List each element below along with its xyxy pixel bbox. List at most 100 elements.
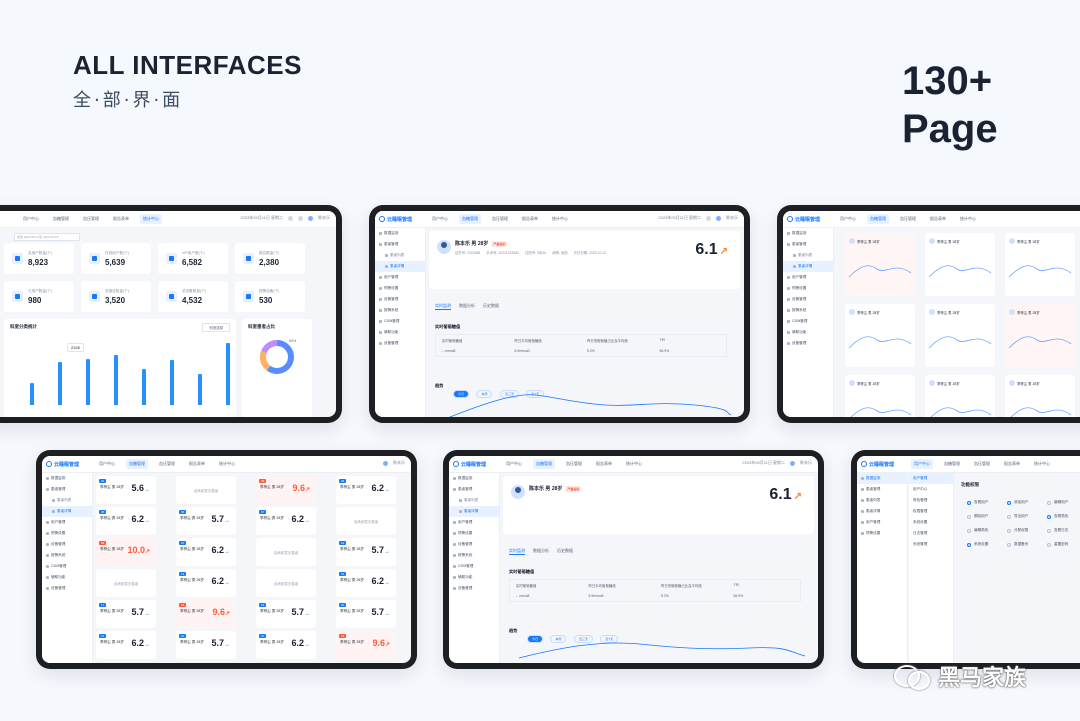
sidebar-item[interactable]: 报警系统 [42,550,92,561]
user-name[interactable]: 陈末乐 [726,215,738,220]
sidebar-item[interactable]: CDM管理 [783,316,833,327]
nav-item-active[interactable]: 血糖管理 [867,214,889,224]
nav-item[interactable]: 报告表单 [930,216,946,221]
mini-chart-card[interactable]: 李梓尘 男 28岁 [1005,304,1075,367]
radio-icon[interactable] [967,500,971,505]
sidebar-item[interactable]: 预警设置 [857,528,907,539]
nav-item[interactable]: 报告表单 [113,216,129,221]
nav-item[interactable]: 报告表单 [1004,461,1020,466]
bed-card[interactable]: 03 李梓尘 男 28岁 9.6↗ [256,476,316,504]
bed-card[interactable]: 24 李梓尘 男 28岁 9.6↗ [336,631,396,659]
sidebar-item[interactable]: 用户管理 [857,517,907,528]
permission-menu-item[interactable]: 日志管理 [909,528,953,539]
pill-today[interactable]: 今日 [527,635,544,643]
permission-option[interactable]: 查看角色 [1047,514,1068,519]
permission-menu-item[interactable]: 系统设置 [909,517,953,528]
permission-menu-item[interactable]: 权限管理 [909,506,953,517]
nav-item[interactable]: 血压管理 [974,461,990,466]
radio-icon[interactable] [1047,500,1051,505]
pill-week[interactable]: 本周 [476,390,493,398]
sidebar-item[interactable]: 患者详情 [857,506,907,517]
sidebar-item[interactable]: 辅助功能 [783,327,833,338]
sidebar-item[interactable]: 预警设置 [783,283,833,294]
permission-option[interactable]: 编辑角色 [967,528,988,533]
bed-card[interactable]: 06 李梓尘 男 28岁 5.7→ [176,507,236,535]
nav-item[interactable]: 用户中心 [506,461,522,466]
tab-realtime[interactable]: 实时监测 [435,303,451,310]
nav-item[interactable]: 用户中心 [99,461,115,466]
tab-realtime[interactable]: 实时监测 [509,548,525,555]
sidebar-item[interactable]: 用户管理 [449,517,499,528]
bed-card[interactable]: 该病床暂无患者 [256,569,316,597]
sidebar-item[interactable]: 用户管理 [42,517,92,528]
bed-card[interactable]: 16 李梓尘 男 28岁 6.2→ [336,569,396,597]
permission-menu-item[interactable]: 用户中心 [909,484,953,495]
bed-card[interactable]: 18 李梓尘 男 28岁 9.6↗ [176,600,236,628]
tab-history[interactable]: 历史数据 [483,303,499,308]
radio-icon[interactable] [1047,514,1051,519]
nav-item[interactable]: 报告表单 [189,461,205,466]
mini-chart-card[interactable]: 李梓尘 男 28岁 [1005,375,1075,417]
radio-icon[interactable] [967,528,971,533]
sidebar-item[interactable]: 预警设置 [42,528,92,539]
permission-menu-item[interactable]: 用户管理 [909,473,953,484]
nav-item-active[interactable]: 血糖管理 [459,214,481,224]
nav-item[interactable]: 血压管理 [566,461,582,466]
mini-chart-card[interactable]: 李梓尘 男 28岁 [925,375,995,417]
radio-icon[interactable] [1007,500,1011,505]
nav-item-active[interactable]: 血糖管理 [126,459,148,469]
sidebar-item[interactable]: 设备管理 [783,294,833,305]
permission-option[interactable]: 数据备份 [1007,542,1028,547]
bell-icon[interactable] [706,215,711,221]
avatar[interactable] [790,460,795,466]
bed-card[interactable]: 14 李梓尘 男 28岁 6.2→ [176,569,236,597]
nav-item[interactable]: 血糖管理 [53,216,69,221]
nav-item[interactable]: 统计中心 [1034,461,1050,466]
sidebar-item[interactable]: 患者列表 [449,495,499,506]
bed-card[interactable]: 07 李梓尘 男 28岁 6.2→ [256,507,316,535]
permission-menu-item[interactable]: 系统管理 [909,539,953,550]
sidebar-item[interactable]: 设备管理 [449,539,499,550]
sidebar-item[interactable]: 预警设置 [375,283,425,294]
permission-option[interactable]: 查看日志 [1047,528,1068,533]
nav-item[interactable]: 血压管理 [159,461,175,466]
nav-item[interactable]: 血压管理 [83,216,99,221]
sidebar-item[interactable]: 数据监测 [857,473,907,484]
permission-option[interactable]: 导出用户 [1007,514,1028,519]
sidebar-item[interactable]: 患者详情 [375,261,425,272]
radio-icon[interactable] [1047,542,1051,547]
bed-card[interactable]: 22 李梓尘 男 28岁 5.7→ [176,631,236,659]
bed-card[interactable]: 09 李梓尘 男 28岁 10.0↗ [96,538,156,566]
nav-item[interactable]: 统计中心 [552,216,568,221]
bed-card[interactable]: 该病床暂无患者 [96,569,156,597]
mini-chart-card[interactable]: 李梓尘 男 28岁 [1005,233,1075,296]
user-name[interactable]: 陈末乐 [393,460,405,465]
sidebar-item[interactable]: CDM管理 [375,316,425,327]
bed-card[interactable]: 该病床暂无患者 [336,507,396,535]
nav-item[interactable]: 血压管理 [900,216,916,221]
tab-analysis[interactable]: 数据分析 [459,303,475,308]
bed-card[interactable]: 05 李梓尘 男 28岁 6.2→ [96,507,156,535]
nav-item[interactable]: 报告表单 [522,216,538,221]
sidebar-item[interactable]: 设备管理 [783,338,833,349]
sidebar-item[interactable]: 用户管理 [375,272,425,283]
sidebar-item[interactable]: CDM管理 [42,561,92,572]
permission-option[interactable]: 系统设置 [967,542,988,547]
nav-item-active[interactable]: 用户中心 [911,459,933,469]
sidebar-item[interactable]: 辅助功能 [449,572,499,583]
bed-card[interactable]: 19 李梓尘 男 28岁 5.7→ [256,600,316,628]
sidebar-item[interactable]: 设备管理 [449,583,499,594]
bed-card[interactable]: 17 李梓尘 男 28岁 5.7→ [96,600,156,628]
radio-icon[interactable] [1007,528,1011,533]
avatar[interactable] [383,460,388,466]
radio-icon[interactable] [967,542,971,547]
nav-item[interactable]: 用户中心 [432,216,448,221]
radio-icon[interactable] [1007,514,1011,519]
radio-icon[interactable] [1047,528,1051,533]
permission-option[interactable]: 添加用户 [1007,500,1028,505]
sidebar-item[interactable]: 设备管理 [375,338,425,349]
tab-analysis[interactable]: 数据分析 [533,548,549,553]
mini-chart-card[interactable]: 李梓尘 男 28岁 [925,304,995,367]
sidebar-item[interactable]: 辅助功能 [42,572,92,583]
bed-card[interactable]: 20 李梓尘 男 28岁 5.7→ [336,600,396,628]
